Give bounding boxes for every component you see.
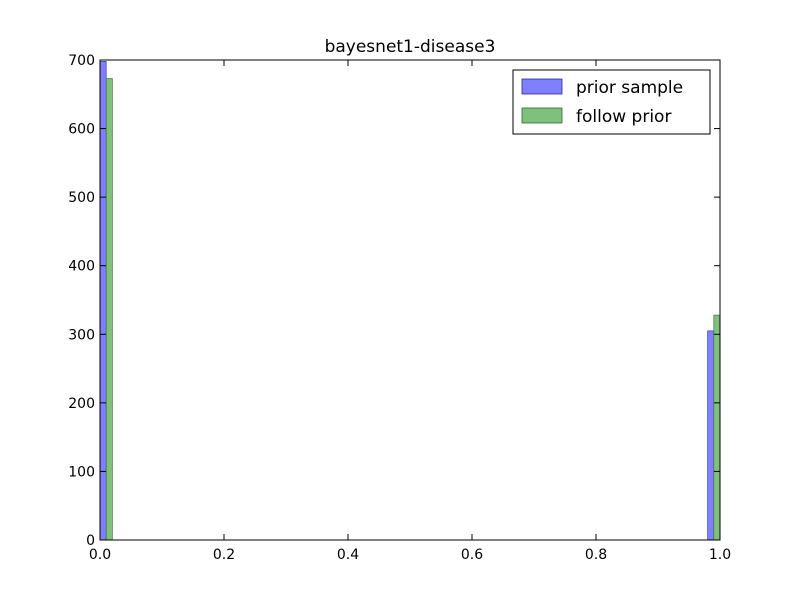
- legend-label-follow-prior: follow prior: [576, 107, 671, 127]
- plot-frame: [99, 59, 721, 541]
- x-tick-label: 0.6: [461, 547, 483, 563]
- y-tick-label: 300: [68, 327, 95, 343]
- bar-prior-sample-1: [707, 330, 715, 541]
- y-tick-label: 400: [68, 259, 95, 275]
- x-tick-label: 0.4: [337, 547, 359, 563]
- legend: prior sample follow prior: [512, 69, 711, 135]
- y-tick-label: 100: [68, 464, 95, 480]
- x-axis: 0.0 0.2 0.4 0.6 0.8 1.0: [89, 60, 731, 563]
- bar-prior-sample-0: [99, 61, 107, 541]
- y-axis: 0 100 200 300 400 500 600 700: [68, 53, 720, 549]
- x-tick-label: 0.0: [89, 547, 111, 563]
- x-tick-label: 1.0: [709, 547, 731, 563]
- legend-label-prior-sample: prior sample: [576, 78, 683, 98]
- x-tick-label: 0.2: [213, 547, 235, 563]
- y-tick-label: 500: [68, 190, 95, 206]
- chart-title: bayesnet1-disease3: [325, 37, 496, 57]
- bar-follow-prior-1: [713, 314, 721, 541]
- x-tick-label: 0.8: [585, 547, 607, 563]
- y-tick-label: 700: [68, 53, 95, 69]
- y-tick-label: 600: [68, 122, 95, 138]
- y-tick-label: 200: [68, 396, 95, 412]
- bar-follow-prior-0: [105, 78, 113, 541]
- y-tick-label: 0: [86, 533, 95, 549]
- legend-swatch-prior-sample: [521, 78, 563, 95]
- legend-swatch-follow-prior: [521, 107, 563, 124]
